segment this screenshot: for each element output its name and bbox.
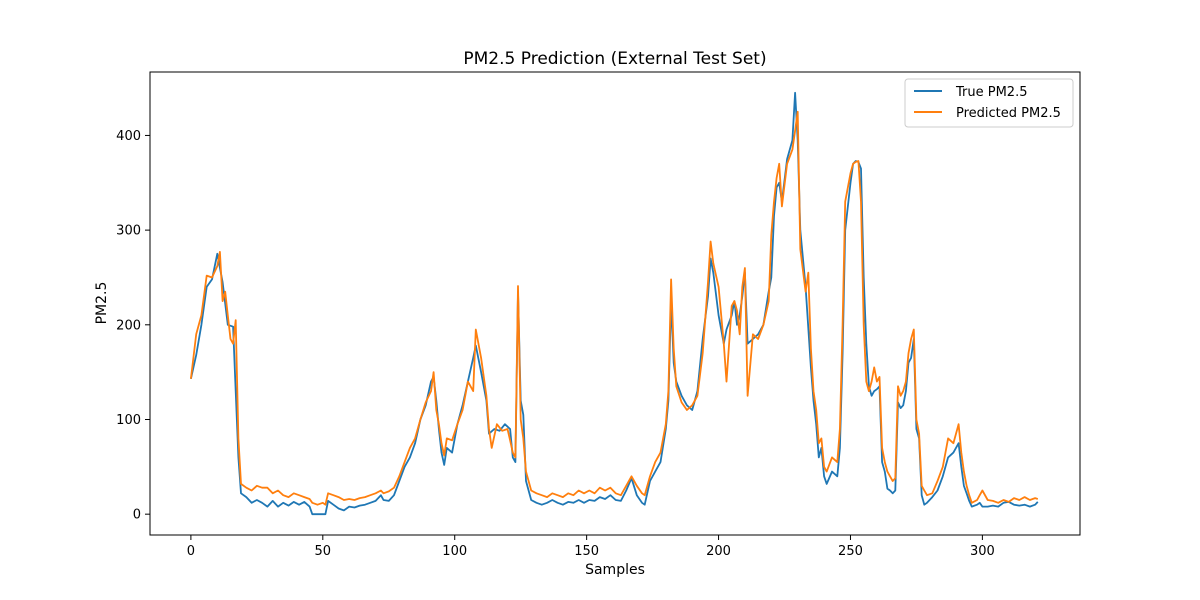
y-axis-ticks: 0 100 200 300 400 <box>116 129 150 523</box>
x-axis-ticks: 0 50 100 150 200 250 300 <box>187 535 995 559</box>
x-axis-label: Samples <box>585 562 645 578</box>
plot-frame <box>149 71 1081 536</box>
y-tick-label: 100 <box>116 413 141 428</box>
series-line-predicted <box>190 110 1039 506</box>
x-tick-label: 50 <box>315 544 332 559</box>
x-tick-label: 100 <box>442 544 467 559</box>
y-tick-label: 200 <box>116 318 141 333</box>
x-tick-label: 0 <box>187 544 195 559</box>
y-tick-label: 0 <box>133 508 141 523</box>
x-tick-label: 200 <box>706 544 731 559</box>
legend-box <box>904 78 1074 128</box>
y-axis-label: PM2.5 <box>94 282 110 325</box>
legend-label-predicted: Predicted PM2.5 <box>956 106 1061 121</box>
series-layer <box>190 91 1039 516</box>
x-tick-label: 300 <box>970 544 995 559</box>
x-tick-label: 150 <box>574 544 599 559</box>
chart-title: PM2.5 Prediction (External Test Set) <box>463 49 766 69</box>
x-tick-label: 250 <box>838 544 863 559</box>
y-tick-label: 300 <box>116 224 141 239</box>
y-tick-label: 400 <box>116 129 141 144</box>
legend-label-true: True PM2.5 <box>955 85 1027 100</box>
legend: True PM2.5 Predicted PM2.5 <box>904 78 1074 128</box>
